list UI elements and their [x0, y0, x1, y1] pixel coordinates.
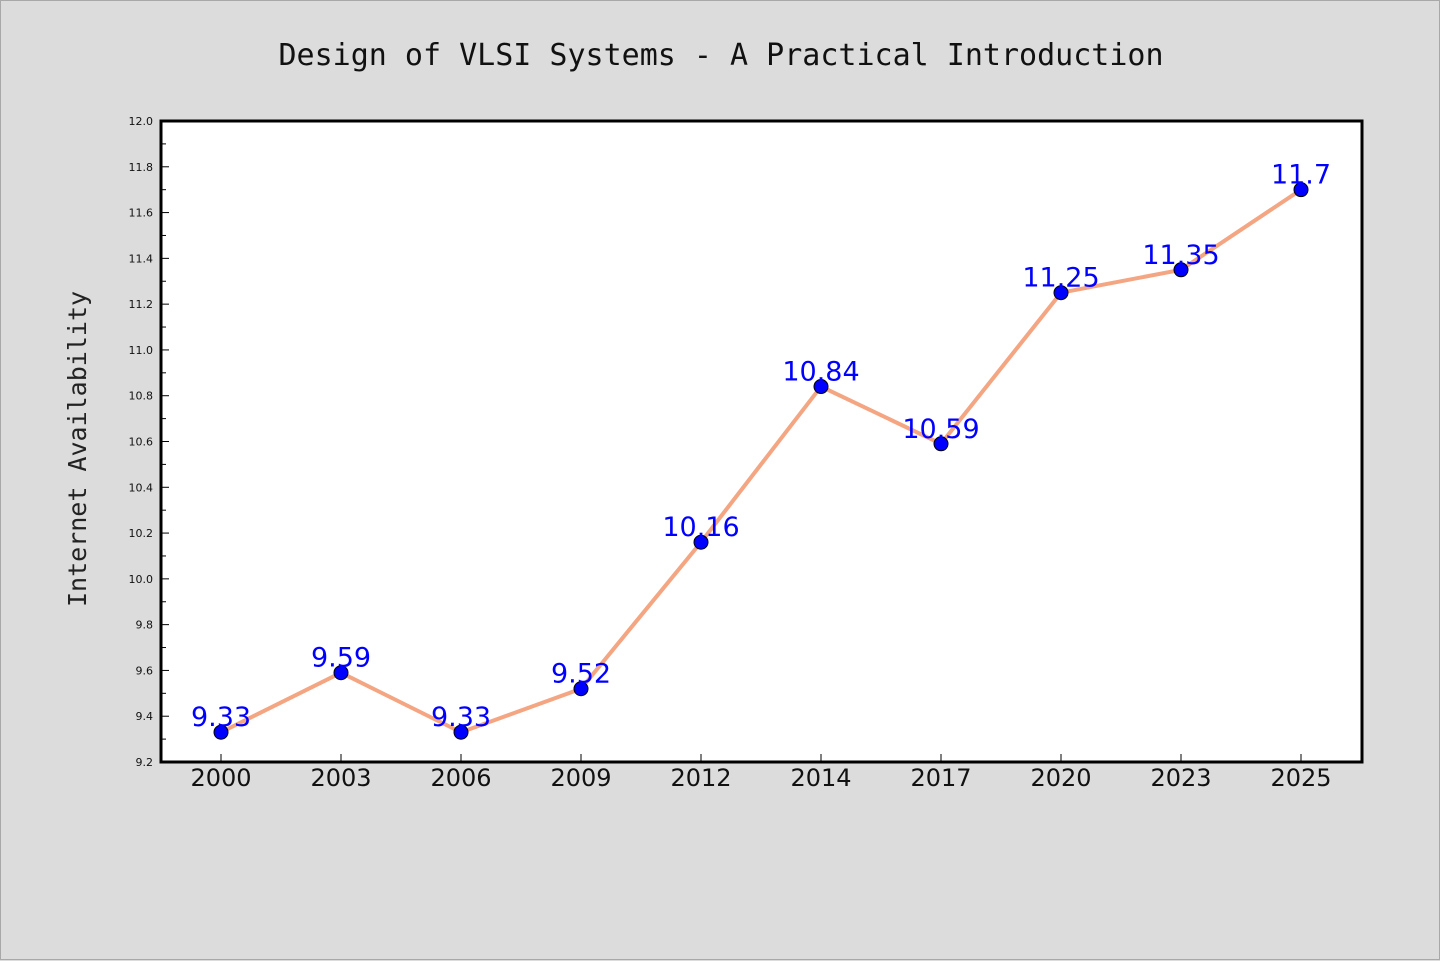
x-tick-label: 2014 [790, 764, 851, 792]
x-tick-label: 2020 [1030, 764, 1091, 792]
data-label: 9.33 [191, 702, 251, 733]
x-tick-label: 2006 [430, 764, 491, 792]
y-tick-label: 11.0 [129, 344, 154, 357]
data-point [213, 724, 229, 740]
data-label: 11.25 [1022, 263, 1099, 294]
y-axis-label: Internet Availability [63, 291, 92, 607]
x-tick-label: 2009 [550, 764, 611, 792]
y-axis: 9.2 9.4 9.6 9.8 10.0 10.2 10.4 10.6 10.8 11.0 11.2… [129, 115, 169, 769]
y-tick-label: 9.2 [136, 756, 154, 769]
x-tick-label: 2003 [310, 764, 371, 792]
y-tick-label: 12.0 [129, 115, 154, 128]
x-tick-label: 2012 [670, 764, 731, 792]
x-tick-label: 2023 [1150, 764, 1211, 792]
y-tick-label: 10.0 [129, 573, 154, 586]
x-tick-label: 2025 [1270, 764, 1331, 792]
data-label: 9.52 [551, 659, 611, 690]
x-tick-label: 2017 [910, 764, 971, 792]
y-tick-label: 11.4 [129, 252, 154, 265]
data-point [1293, 182, 1309, 198]
y-tick-label: 9.4 [136, 710, 154, 723]
data-point [1173, 262, 1189, 278]
plot-border [159, 119, 1364, 764]
plot-area [161, 121, 1362, 762]
data-label: 10.16 [662, 512, 739, 543]
x-tick-label: 2000 [190, 764, 251, 792]
chart-title: Design of VLSI Systems - A Practical Int… [278, 38, 1163, 73]
data-labels: 9.33 9.59 9.33 9.52 10.16 10.84 10.59 11.25 11.3… [191, 160, 1331, 734]
data-point [453, 724, 469, 740]
data-point [813, 379, 829, 395]
y-tick-label: 10.8 [129, 390, 154, 403]
series-line [220, 188, 1303, 735]
y-tick-label: 9.8 [136, 619, 154, 632]
data-label: 9.33 [431, 702, 491, 733]
data-label: 10.59 [902, 414, 979, 445]
data-point [573, 681, 589, 697]
y-tick-label: 10.6 [129, 436, 154, 449]
x-axis: 2000 2003 2006 2009 2012 2014 2017 2020 2023 2025 [190, 754, 1332, 792]
data-label: 9.59 [311, 643, 371, 674]
data-markers [213, 182, 1309, 740]
data-point [333, 665, 349, 681]
data-label: 11.35 [1142, 240, 1219, 271]
y-tick-label: 10.2 [129, 527, 154, 540]
data-label: 11.7 [1271, 160, 1331, 191]
data-label: 10.84 [782, 357, 859, 388]
data-point [1053, 285, 1069, 301]
data-point [933, 436, 949, 452]
data-point [693, 534, 709, 550]
y-tick-label: 11.8 [129, 161, 154, 174]
y-tick-label: 11.6 [129, 207, 154, 220]
y-tick-label: 9.6 [136, 664, 154, 677]
y-tick-label: 11.2 [129, 298, 154, 311]
y-tick-label: 10.4 [129, 481, 154, 494]
